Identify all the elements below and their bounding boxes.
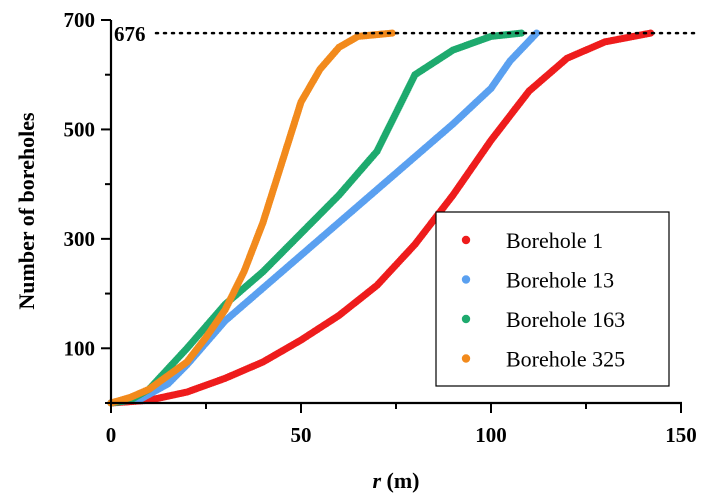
y-tick-label: 100 <box>64 336 96 360</box>
y-axis-title: Number of boreholes <box>14 112 39 310</box>
data-point-borehole-1 <box>647 29 655 37</box>
x-tick-label: 150 <box>665 423 697 447</box>
data-point-borehole-325 <box>388 29 396 37</box>
legend-marker <box>461 314 471 324</box>
legend-label: Borehole 13 <box>506 268 614 293</box>
x-axis-title-variable: r <box>372 468 381 493</box>
legend-marker <box>461 275 471 284</box>
data-points-layer <box>107 29 655 407</box>
legend-label: Borehole 163 <box>506 307 625 332</box>
legend-label: Borehole 1 <box>506 228 603 253</box>
x-axis-title: r (m) <box>372 468 419 493</box>
legend-marker <box>461 235 471 245</box>
reference-line-label: 676 <box>114 22 146 46</box>
x-axis-title-unit: (m) <box>381 468 419 493</box>
legend-marker <box>461 354 471 363</box>
data-point-borehole-13 <box>533 29 541 37</box>
legend-box <box>435 211 670 387</box>
legend: Borehole 1 Borehole 13 Borehole 163 Borehol… <box>435 211 670 387</box>
x-tick-label: 100 <box>475 423 507 447</box>
y-tick-label: 700 <box>64 8 96 32</box>
x-tick-label: 0 <box>106 423 117 447</box>
data-point-borehole-163 <box>517 29 526 37</box>
x-tick-label: 50 <box>291 423 312 447</box>
y-tick-label: 300 <box>64 227 96 251</box>
y-tick-label: 500 <box>64 117 96 141</box>
axes: 0 50 100 150 100 300 500 700 <box>64 8 697 447</box>
legend-label: Borehole 325 <box>506 347 625 372</box>
